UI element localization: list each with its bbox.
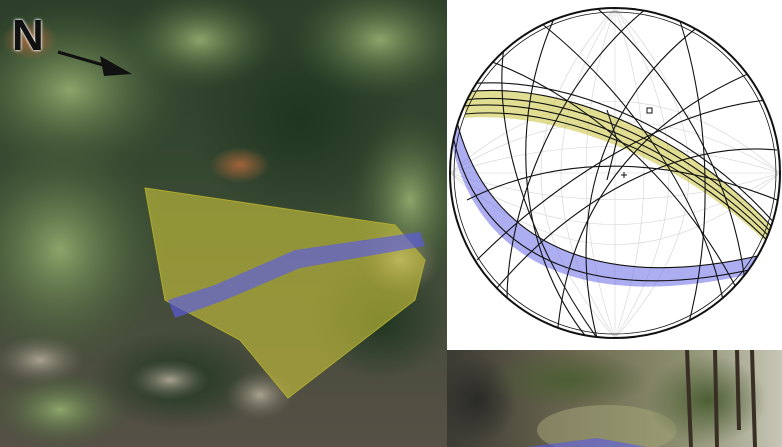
stereonet-panel (447, 0, 782, 350)
north-arrow-icon (57, 50, 132, 76)
north-label: N (12, 11, 44, 60)
inset-joint-overlay (527, 438, 647, 447)
inset-photo (447, 350, 782, 447)
stereonet-outline (449, 7, 781, 339)
inset-photo-render (447, 350, 782, 447)
joint-band (451, 122, 780, 287)
stereonet (449, 7, 781, 339)
bedding-band (465, 90, 780, 258)
joint-plane-overlay (168, 232, 425, 318)
tree-trunks (685, 350, 757, 447)
outcrop-photo-render (0, 0, 447, 447)
great-circles (452, 8, 780, 338)
pole-markers (621, 107, 653, 178)
outcrop-photo: N (0, 0, 447, 447)
